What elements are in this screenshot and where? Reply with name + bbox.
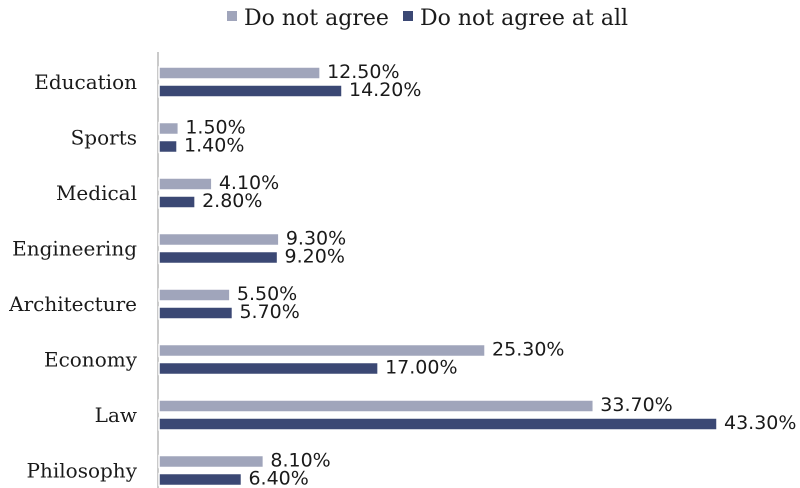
value-label-education-do-not-agree: 12.50% <box>327 61 399 83</box>
bars-group <box>158 66 718 487</box>
value-label-engineering-do-not-agree-at-all: 9.20% <box>285 246 345 268</box>
category-label-education: Education <box>34 70 137 94</box>
bar-architecture-do-not-agree <box>158 288 231 302</box>
value-label-philosophy-do-not-agree-at-all: 6.40% <box>248 468 308 488</box>
category-label-architecture: Architecture <box>8 292 137 316</box>
value-label-economy-do-not-agree-at-all: 17.00% <box>385 357 457 379</box>
chart-legend: Do not agree Do not agree at all <box>227 6 628 31</box>
value-label-medical-do-not-agree-at-all: 2.80% <box>202 190 262 212</box>
value-label-medical-do-not-agree: 4.10% <box>219 172 279 194</box>
bar-sports-do-not-agree-at-all <box>158 139 178 154</box>
legend-swatch-do-not-agree-at-all <box>403 11 413 21</box>
bar-engineering-do-not-agree-at-all <box>158 250 279 265</box>
category-label-engineering: Engineering <box>12 237 137 261</box>
value-label-economy-do-not-agree: 25.30% <box>492 339 564 361</box>
value-label-sports-do-not-agree-at-all: 1.40% <box>184 135 244 157</box>
bar-architecture-do-not-agree-at-all <box>158 306 234 320</box>
bar-medical-do-not-agree <box>158 177 213 191</box>
value-label-sports-do-not-agree: 1.50% <box>185 117 245 139</box>
legend-label-do-not-agree: Do not agree <box>244 6 389 31</box>
value-label-architecture-do-not-agree-at-all: 5.70% <box>239 301 299 323</box>
category-label-philosophy: Philosophy <box>27 459 138 483</box>
legend-label-do-not-agree-at-all: Do not agree at all <box>420 6 628 31</box>
value-label-architecture-do-not-agree: 5.50% <box>237 283 297 305</box>
bar-law-do-not-agree <box>158 399 595 413</box>
value-label-law-do-not-agree-at-all: 43.30% <box>724 412 796 434</box>
category-label-law: Law <box>95 403 137 427</box>
legend-swatch-do-not-agree <box>227 11 237 21</box>
bar-economy-do-not-agree <box>158 343 486 358</box>
bar-sports-do-not-agree <box>158 121 180 136</box>
value-label-philosophy-do-not-agree: 8.10% <box>270 450 330 472</box>
category-labels: Education Sports Medical Engineering Archite… <box>8 70 138 483</box>
bar-philosophy-do-not-agree-at-all <box>158 472 243 487</box>
bar-education-do-not-agree <box>158 66 321 80</box>
category-label-medical: Medical <box>56 181 137 205</box>
value-label-law-do-not-agree: 33.70% <box>600 394 672 416</box>
bar-education-do-not-agree-at-all <box>158 84 343 98</box>
bar-economy-do-not-agree-at-all <box>158 361 379 376</box>
bar-medical-do-not-agree-at-all <box>158 195 196 209</box>
value-label-education-do-not-agree-at-all: 14.20% <box>349 79 421 101</box>
bar-engineering-do-not-agree <box>158 232 280 247</box>
bar-law-do-not-agree-at-all <box>158 417 718 431</box>
category-label-economy: Economy <box>44 348 138 372</box>
bar-philosophy-do-not-agree <box>158 454 265 469</box>
value-label-engineering-do-not-agree: 9.30% <box>286 228 346 250</box>
value-labels: 12.50%14.20% 1.50%1.40% 4.10%2.80% 9.30%9.2… <box>184 61 796 488</box>
category-label-sports: Sports <box>71 126 137 150</box>
